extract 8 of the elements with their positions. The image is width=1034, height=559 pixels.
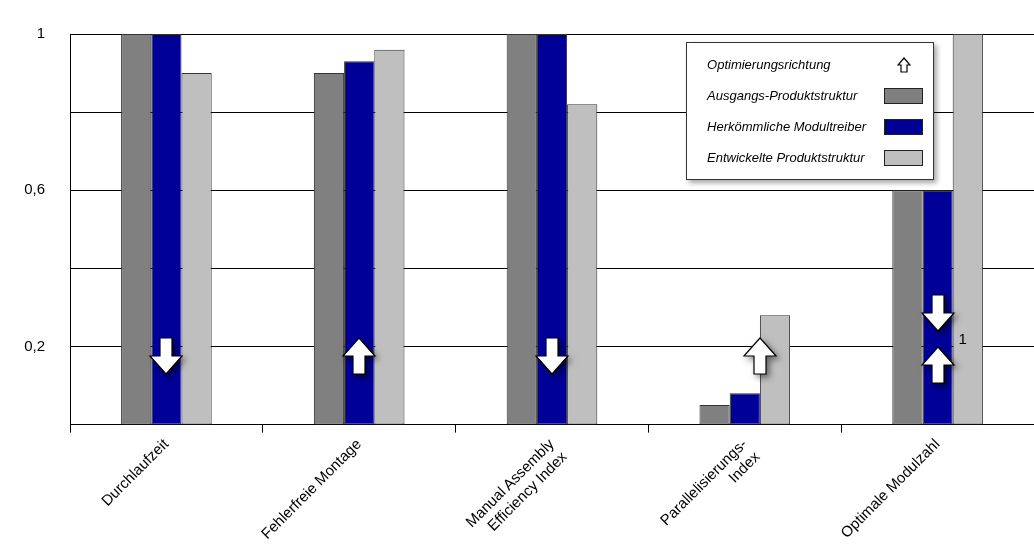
legend-label: Entwickelte Produktstruktur: [707, 150, 865, 165]
annotation: 1: [958, 329, 967, 347]
y-tick-label: 1: [36, 24, 45, 42]
y-tick-label: 0,6: [24, 180, 45, 198]
y-tick-label: 0,2: [24, 336, 45, 354]
legend-label: Herkömmliche Modultreiber: [707, 119, 866, 134]
legend-label: Ausgangs-Produktstruktur: [707, 88, 858, 103]
annotation: Optimierungsrichtung: [707, 57, 831, 72]
